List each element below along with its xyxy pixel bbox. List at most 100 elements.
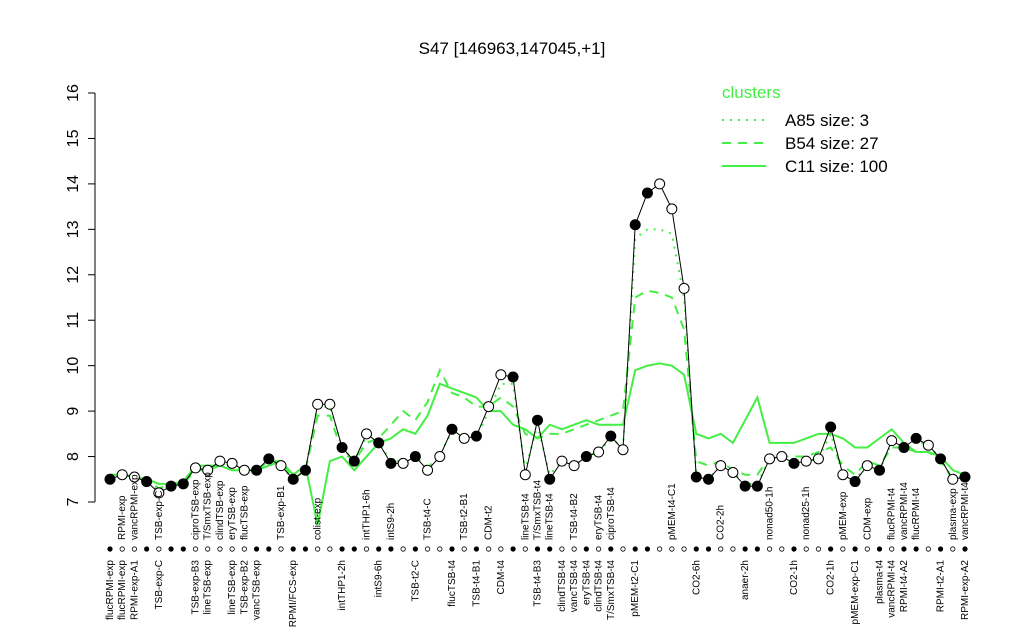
- x-tick-label: RPMI-t4-A2: [899, 560, 910, 613]
- data-point: [690, 471, 702, 483]
- sample-marker: [937, 546, 944, 552]
- point-label: nonad25-1h: [801, 487, 812, 540]
- point-label: flucTSB-exp: [239, 485, 250, 540]
- data-point: [177, 478, 189, 490]
- data-point: [727, 466, 739, 478]
- sample-marker: [864, 546, 870, 552]
- data-point: [409, 451, 421, 463]
- point-label: vancRPMI-t4: [960, 482, 971, 540]
- sample-marker: [424, 546, 431, 552]
- point-label: eryTSB-t4: [594, 495, 605, 540]
- x-tick-label: lineTSB-exp: [203, 560, 214, 615]
- point-label: lineTSB-t4: [520, 493, 531, 540]
- data-point: [153, 487, 165, 499]
- data-point: [141, 476, 153, 488]
- data-point: [739, 480, 751, 492]
- sample-marker: [412, 546, 418, 552]
- x-tick-label: CO2-6h: [691, 560, 702, 595]
- data-point: [764, 453, 776, 465]
- sample-marker: [363, 546, 370, 552]
- sample-marker: [608, 546, 614, 552]
- sample-marker: [217, 546, 223, 552]
- sample-marker: [449, 546, 455, 552]
- data-point: [190, 462, 201, 474]
- sample-marker: [180, 546, 186, 552]
- data-point: [263, 453, 275, 465]
- x-tick-label: eryTSB-t4: [581, 560, 592, 605]
- sample-marker: [205, 546, 211, 552]
- sample-marker: [241, 546, 247, 552]
- data-point: [568, 460, 580, 472]
- sample-marker: [351, 546, 357, 552]
- sample-marker: [400, 546, 406, 552]
- data-point: [788, 457, 800, 469]
- point-label: intTHP1-6h: [362, 489, 373, 540]
- data-point: [898, 441, 910, 453]
- point-label: CDM-exp: [862, 497, 873, 540]
- data-point: [385, 457, 397, 469]
- data-point: [641, 187, 653, 199]
- data-point: [422, 464, 434, 476]
- point-label: ciproTSB-t4: [606, 487, 617, 540]
- point-label: flucRPMI-t4: [911, 487, 922, 540]
- sample-marker: [168, 546, 174, 552]
- sample-marker: [498, 546, 504, 552]
- data-point: [312, 398, 324, 410]
- y-tick-label: 12: [65, 266, 82, 284]
- point-label: ciproTSB-exp: [191, 479, 202, 540]
- data-point: [226, 457, 238, 469]
- sample-marker: [644, 546, 651, 552]
- sample-marker: [327, 546, 333, 552]
- sample-marker: [840, 546, 846, 552]
- x-tick-label: plasma-t4: [875, 560, 886, 604]
- sample-marker: [595, 546, 602, 552]
- point-label: CDM-t2: [484, 505, 495, 540]
- sample-marker: [962, 546, 968, 552]
- data-point: [959, 471, 971, 483]
- sample-marker: [791, 546, 797, 552]
- sample-marker: [766, 546, 773, 552]
- x-tick-label: CO2-1h: [826, 560, 837, 595]
- sample-marker: [315, 546, 321, 552]
- point-label: vancRPMI-t4: [899, 482, 910, 540]
- point-label: clindTSB-exp: [215, 480, 226, 540]
- point-label: T/SmxTSB-exp: [203, 472, 214, 540]
- sample-marker: [803, 546, 809, 552]
- sample-marker: [876, 546, 883, 552]
- y-tick-label: 8: [65, 452, 82, 461]
- sample-marker: [632, 546, 638, 552]
- sample-marker: [815, 546, 822, 552]
- x-tick-label: pMEM-t2-C1: [630, 560, 641, 617]
- data-point: [947, 473, 959, 485]
- sample-marker: [620, 546, 626, 552]
- sample-marker: [705, 546, 712, 552]
- data-point: [703, 473, 714, 485]
- data-point: [812, 453, 824, 465]
- data-point: [776, 451, 788, 463]
- legend-title: clusters: [722, 83, 781, 102]
- y-tick-label: 7: [65, 497, 82, 506]
- point-label: pMEM-exp: [838, 491, 849, 540]
- point-label: flucRPMI-t4: [887, 487, 898, 540]
- data-point: [544, 473, 556, 485]
- sample-marker: [901, 546, 907, 552]
- sample-marker: [473, 546, 480, 552]
- x-tick-label: vancRPMI-t4: [887, 560, 898, 618]
- data-point: [935, 453, 947, 465]
- point-label: nonad50-1h: [765, 487, 776, 540]
- sample-marker: [107, 546, 113, 552]
- sample-marker: [461, 546, 467, 552]
- data-point: [849, 476, 861, 488]
- sample-marker: [852, 546, 858, 552]
- sample-marker: [730, 546, 736, 552]
- data-point: [715, 460, 727, 472]
- sample-marker: [583, 546, 589, 552]
- data-point: [580, 451, 592, 463]
- x-tick-label: T/SmxTSB-t4: [606, 560, 617, 620]
- sample-marker: [302, 546, 309, 552]
- data-point: [373, 437, 385, 449]
- point-label: TSB-exp-C: [154, 491, 165, 540]
- data-point: [886, 435, 898, 447]
- sample-marker: [388, 546, 394, 552]
- sample-marker: [486, 546, 492, 552]
